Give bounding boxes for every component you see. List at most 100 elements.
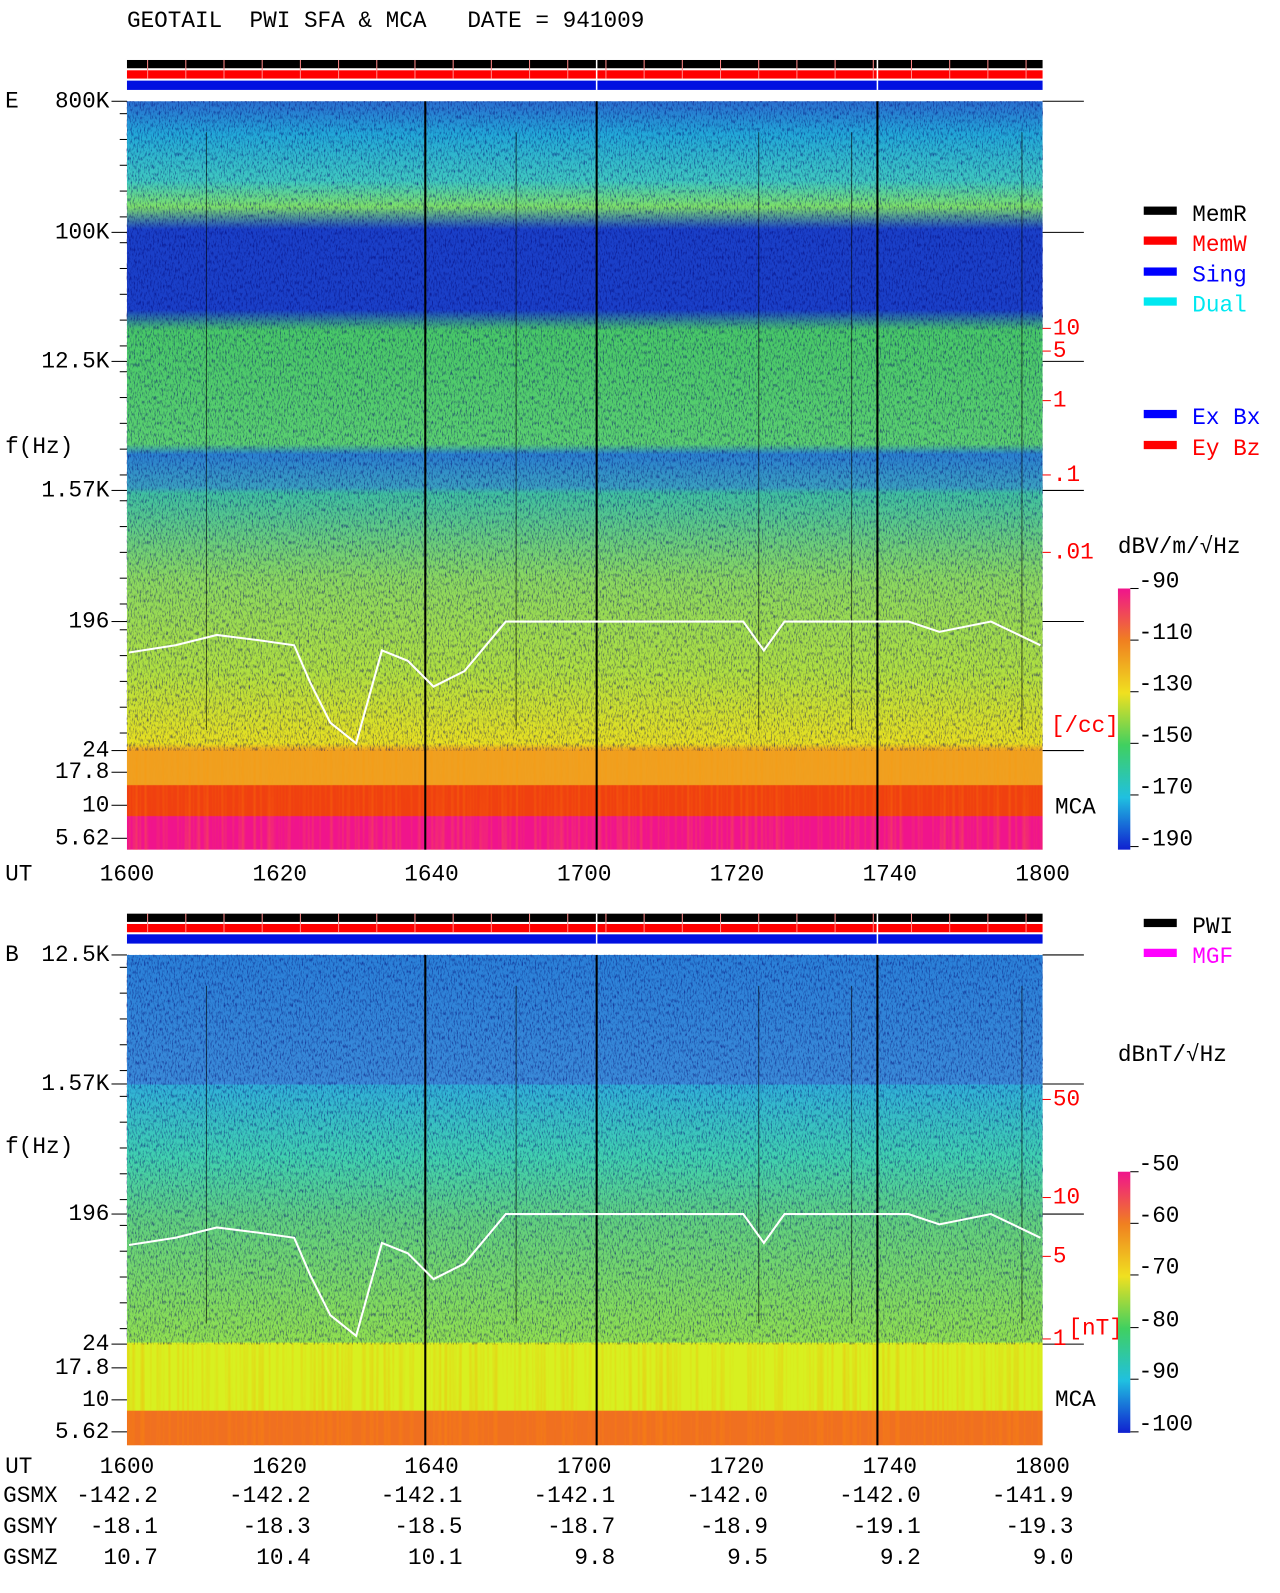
frequency-tick-label: 10 (82, 1387, 109, 1413)
right-unit: [nT] (1068, 1316, 1122, 1342)
frequency-tick-label: 196 (69, 1201, 110, 1227)
right-unit: [/cc] (1051, 713, 1119, 739)
colorbar-tick-label: -150 (1139, 723, 1193, 749)
time-tick-label: 1700 (557, 861, 611, 887)
colorbar-tick-label: -60 (1139, 1203, 1180, 1229)
orbit-value: -18.9 (700, 1514, 768, 1540)
frequency-tick-label: 800K (55, 88, 110, 114)
frequency-tick-label: 5.62 (55, 825, 109, 851)
orbit-value: -18.5 (394, 1514, 462, 1540)
frequency-tick-label: 24 (82, 1331, 109, 1357)
frequency-tick-label: 10 (82, 792, 109, 818)
colorbar-tick-label: -110 (1139, 620, 1193, 646)
density-trace (128, 620, 1041, 746)
legend-swatch (1143, 267, 1177, 276)
status-bar (126, 913, 1043, 922)
right-tick-label: .01 (1053, 539, 1094, 565)
orbit-value: -142.2 (229, 1483, 311, 1509)
orbit-value: -19.3 (1005, 1514, 1073, 1540)
colorbar-tick-label: -90 (1139, 1359, 1180, 1385)
colorbar-tick-label: -130 (1139, 672, 1193, 698)
colorbar-tick-label: -170 (1139, 775, 1193, 801)
frequency-tick-label: 17.8 (55, 1355, 109, 1381)
colorbar-unit: dBnT/√Hz (1118, 1042, 1227, 1068)
time-tick-label: 1640 (404, 1454, 458, 1480)
orbit-value: -18.7 (547, 1514, 615, 1540)
orbit-value: -141.9 (992, 1483, 1074, 1509)
right-tick-label: 5 (1053, 338, 1067, 364)
frequency-tick-label: 12.5K (41, 942, 109, 968)
legend-entry: Dual (1192, 293, 1246, 319)
legend-entry: Ex Bx (1192, 405, 1260, 431)
spectrogram-noise (126, 101, 1043, 751)
mca-label: MCA (1055, 1387, 1096, 1413)
orbit-value: 10.4 (256, 1545, 310, 1571)
axis-label: f(Hz) (5, 434, 73, 460)
legend-swatch (1143, 297, 1177, 306)
axis-label: f(Hz) (5, 1134, 73, 1160)
mca-stripes (126, 1344, 1043, 1446)
frequency-tick-label: 1.57K (41, 477, 109, 503)
frequency-tick-label: 5.62 (55, 1419, 109, 1445)
orbit-row-name: GSMX (3, 1483, 58, 1509)
legend-swatch (1143, 206, 1177, 215)
frequency-tick-label: 24 (82, 738, 109, 764)
colorbar (1117, 1171, 1131, 1433)
time-tick-label: 1620 (253, 1454, 307, 1480)
time-tick-label: 1720 (710, 1454, 764, 1480)
colorbar (1117, 588, 1131, 850)
spectrogram-noise (126, 954, 1043, 1345)
orbit-value: -142.1 (381, 1483, 463, 1509)
frequency-tick-label: 196 (69, 609, 110, 635)
orbit-value: 10.1 (408, 1545, 462, 1571)
orbit-value: -19.1 (853, 1514, 921, 1540)
legend-entry: PWI (1192, 914, 1233, 940)
time-tick-label: 1700 (557, 1454, 611, 1480)
legend-swatch (1143, 409, 1177, 419)
mca-label: MCA (1055, 794, 1096, 820)
colorbar-tick-label: -100 (1139, 1412, 1193, 1438)
legend-entry: Sing (1192, 263, 1246, 289)
colorbar-tick-label: -70 (1139, 1255, 1180, 1281)
orbit-value: 9.5 (727, 1545, 768, 1571)
time-tick-label: 1640 (404, 861, 458, 887)
density-trace (128, 1212, 1041, 1338)
mca-stripes (126, 750, 1043, 850)
time-label: UT (5, 861, 32, 887)
frequency-tick-label: 100K (55, 219, 110, 245)
time-tick-label: 1800 (1015, 1454, 1069, 1480)
time-label: UT (5, 1454, 32, 1480)
frequency-tick-label: 12.5K (41, 348, 109, 374)
colorbar-tick-label: -90 (1139, 568, 1180, 594)
legend-swatch (1143, 236, 1177, 245)
legend-entry: Ey Bz (1192, 436, 1260, 462)
status-bar (126, 80, 1043, 90)
right-tick-label: 10 (1053, 315, 1080, 341)
orbit-value: 10.7 (103, 1545, 157, 1571)
legend-swatch (1143, 440, 1177, 450)
orbit-value: -142.2 (76, 1483, 158, 1509)
frequency-tick-label: 17.8 (55, 759, 109, 785)
time-tick-label: 1600 (100, 861, 154, 887)
orbit-value: -18.3 (243, 1514, 311, 1540)
orbit-value: 9.0 (1033, 1545, 1074, 1571)
time-tick-label: 1740 (863, 861, 917, 887)
status-bar (126, 70, 1043, 79)
time-tick-label: 1600 (100, 1454, 154, 1480)
status-bar (126, 59, 1043, 69)
right-tick-label: 50 (1053, 1086, 1080, 1112)
frequency-tick-label: 1.57K (41, 1071, 109, 1097)
right-tick-label: 1 (1053, 388, 1067, 414)
colorbar-tick-label: -50 (1139, 1152, 1180, 1178)
colorbar-unit: dBV/m/√Hz (1118, 534, 1241, 560)
orbit-value: 9.8 (574, 1545, 615, 1571)
legend-entry: MemR (1192, 202, 1247, 228)
colorbar-tick-label: -190 (1139, 826, 1193, 852)
orbit-value: -142.0 (686, 1483, 768, 1509)
right-tick-label: .1 (1053, 462, 1080, 488)
panel-label: B (5, 942, 19, 968)
time-tick-label: 1620 (253, 861, 307, 887)
legend-entry: MGF (1192, 944, 1233, 970)
colorbar-tick-label: -80 (1139, 1307, 1180, 1333)
